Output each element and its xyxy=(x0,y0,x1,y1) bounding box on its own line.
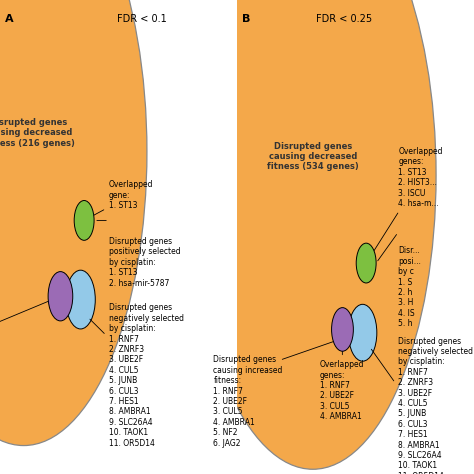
Text: Disrupted genes
causing decreased
fitness (534 genes): Disrupted genes causing decreased fitnes… xyxy=(267,142,359,171)
Circle shape xyxy=(66,270,95,329)
Circle shape xyxy=(332,308,353,351)
Text: Disrupted genes
causing decreased
fitness (216 genes): Disrupted genes causing decreased fitnes… xyxy=(0,118,74,147)
Text: A: A xyxy=(5,14,13,24)
Text: Overlapped
genes:
1. RNF7
2. UBE2F
3. CUL5
4. AMBRA1: Overlapped genes: 1. RNF7 2. UBE2F 3. CU… xyxy=(320,332,365,421)
Text: Disrupted genes
negatively selected
by cisplatin:
1. RNF7
2. ZNRF3
3. UBE2F
4. C: Disrupted genes negatively selected by c… xyxy=(371,337,473,474)
Text: Disrupted genes
causing increased
fitness:
1. RNF7
2. UBE2F
3. CUL5
4. AMBRA1
5.: Disrupted genes causing increased fitnes… xyxy=(213,356,283,448)
Text: B: B xyxy=(242,14,250,24)
Text: Overlapped
gene:
1. ST13: Overlapped gene: 1. ST13 xyxy=(87,180,154,219)
Text: Overlapped
genes:
1. ST13
2. HIST3...
3. ISCU
4. hsa-m...: Overlapped genes: 1. ST13 2. HIST3... 3.… xyxy=(368,147,443,261)
Circle shape xyxy=(74,201,94,240)
Text: Overlapped
genes:
1. RNF7
2. UBE2F
3. CUL5
4. AMBRA1: Overlapped genes: 1. RNF7 2. UBE2F 3. CU… xyxy=(0,297,58,365)
Circle shape xyxy=(348,304,377,361)
Text: Disrupted genes
negatively selected
by cisplatin:
1. RNF7
2. ZNRF3
3. UBE2F
4. C: Disrupted genes negatively selected by c… xyxy=(90,303,184,447)
Text: Disrupted genes
positively selected
by cisplatin:
1. ST13
2. hsa-mir-5787: Disrupted genes positively selected by c… xyxy=(109,237,181,288)
Ellipse shape xyxy=(190,0,436,469)
Ellipse shape xyxy=(0,0,147,446)
Text: FDR < 0.25: FDR < 0.25 xyxy=(316,14,372,24)
Text: Disr...
posi...
by c
1. S
2. h
3. H
4. IS
5. h: Disr... posi... by c 1. S 2. h 3. H 4. I… xyxy=(398,246,421,328)
Text: FDR < 0.1: FDR < 0.1 xyxy=(118,14,167,24)
Circle shape xyxy=(356,243,376,283)
Circle shape xyxy=(48,272,73,321)
